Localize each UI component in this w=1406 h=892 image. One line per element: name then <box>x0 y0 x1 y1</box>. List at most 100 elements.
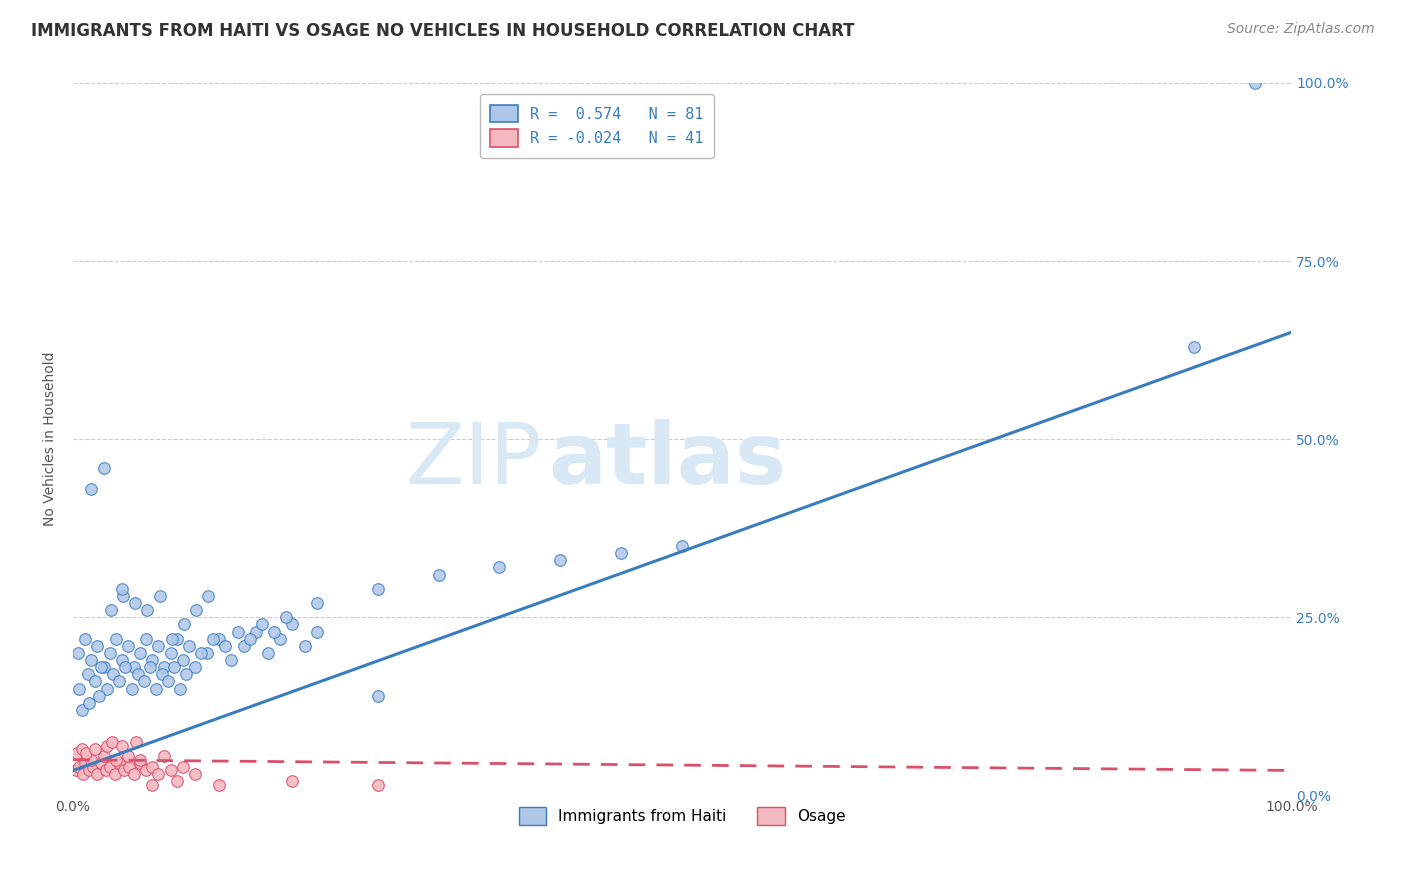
Point <box>367 778 389 792</box>
Point <box>112 764 135 778</box>
Point <box>117 749 139 764</box>
Point <box>157 674 180 689</box>
Point <box>208 632 231 646</box>
Point <box>96 739 118 753</box>
Point <box>148 767 170 781</box>
Point <box>176 667 198 681</box>
Point <box>153 749 176 764</box>
Point <box>153 660 176 674</box>
Point <box>202 632 225 646</box>
Point <box>122 767 145 781</box>
Point <box>488 560 510 574</box>
Point <box>100 603 122 617</box>
Point <box>76 746 98 760</box>
Point <box>190 646 212 660</box>
Point <box>1182 340 1205 354</box>
Point <box>77 764 100 778</box>
Legend: Immigrants from Haiti, Osage: Immigrants from Haiti, Osage <box>509 798 855 834</box>
Point <box>135 632 157 646</box>
Point <box>139 660 162 674</box>
Point <box>263 624 285 639</box>
Y-axis label: No Vehicles in Household: No Vehicles in Household <box>44 352 58 526</box>
Point <box>166 774 188 789</box>
Point <box>66 646 89 660</box>
Point <box>90 660 112 674</box>
Point <box>80 653 103 667</box>
Point <box>86 767 108 781</box>
Point <box>122 660 145 674</box>
Point <box>150 667 173 681</box>
Point <box>245 624 267 639</box>
Point <box>294 639 316 653</box>
Point <box>72 767 94 781</box>
Point <box>141 653 163 667</box>
Point <box>232 639 254 653</box>
Point <box>76 667 98 681</box>
Point <box>114 660 136 674</box>
Point <box>86 639 108 653</box>
Point <box>305 596 328 610</box>
Point <box>281 617 304 632</box>
Point <box>239 632 262 646</box>
Point <box>103 767 125 781</box>
Point <box>98 646 121 660</box>
Point <box>163 660 186 674</box>
Point <box>129 646 152 660</box>
Point <box>148 639 170 653</box>
Text: atlas: atlas <box>548 419 786 502</box>
Point <box>104 753 127 767</box>
Point <box>1243 76 1265 90</box>
Point <box>117 639 139 653</box>
Point <box>65 764 87 778</box>
Point <box>98 760 121 774</box>
Point <box>93 749 115 764</box>
Point <box>136 603 159 617</box>
Point <box>90 756 112 771</box>
Point <box>111 739 134 753</box>
Point <box>108 674 131 689</box>
Point <box>127 667 149 681</box>
Point <box>169 681 191 696</box>
Point <box>250 617 273 632</box>
Point <box>367 582 389 596</box>
Point <box>550 553 572 567</box>
Point <box>82 760 104 774</box>
Point <box>124 596 146 610</box>
Point <box>67 760 90 774</box>
Text: Source: ZipAtlas.com: Source: ZipAtlas.com <box>1227 22 1375 37</box>
Point <box>141 778 163 792</box>
Point <box>610 546 633 560</box>
Point <box>184 660 207 674</box>
Point <box>221 653 243 667</box>
Point <box>101 735 124 749</box>
Point <box>226 624 249 639</box>
Point <box>77 696 100 710</box>
Point <box>129 756 152 771</box>
Point <box>159 764 181 778</box>
Point <box>214 639 236 653</box>
Point <box>305 624 328 639</box>
Point <box>93 660 115 674</box>
Point <box>66 746 89 760</box>
Point <box>87 689 110 703</box>
Point <box>281 774 304 789</box>
Point <box>166 632 188 646</box>
Point <box>75 632 97 646</box>
Point <box>276 610 298 624</box>
Point <box>172 760 194 774</box>
Point <box>70 703 93 717</box>
Text: IMMIGRANTS FROM HAITI VS OSAGE NO VEHICLES IN HOUSEHOLD CORRELATION CHART: IMMIGRANTS FROM HAITI VS OSAGE NO VEHICL… <box>31 22 855 40</box>
Point <box>111 582 134 596</box>
Point <box>84 742 107 756</box>
Point <box>75 756 97 771</box>
Point <box>177 639 200 653</box>
Point <box>172 653 194 667</box>
Point <box>195 646 218 660</box>
Text: ZIP: ZIP <box>405 419 543 502</box>
Point <box>111 653 134 667</box>
Point <box>118 760 141 774</box>
Point <box>70 742 93 756</box>
Point <box>84 674 107 689</box>
Point <box>160 632 183 646</box>
Point <box>367 689 389 703</box>
